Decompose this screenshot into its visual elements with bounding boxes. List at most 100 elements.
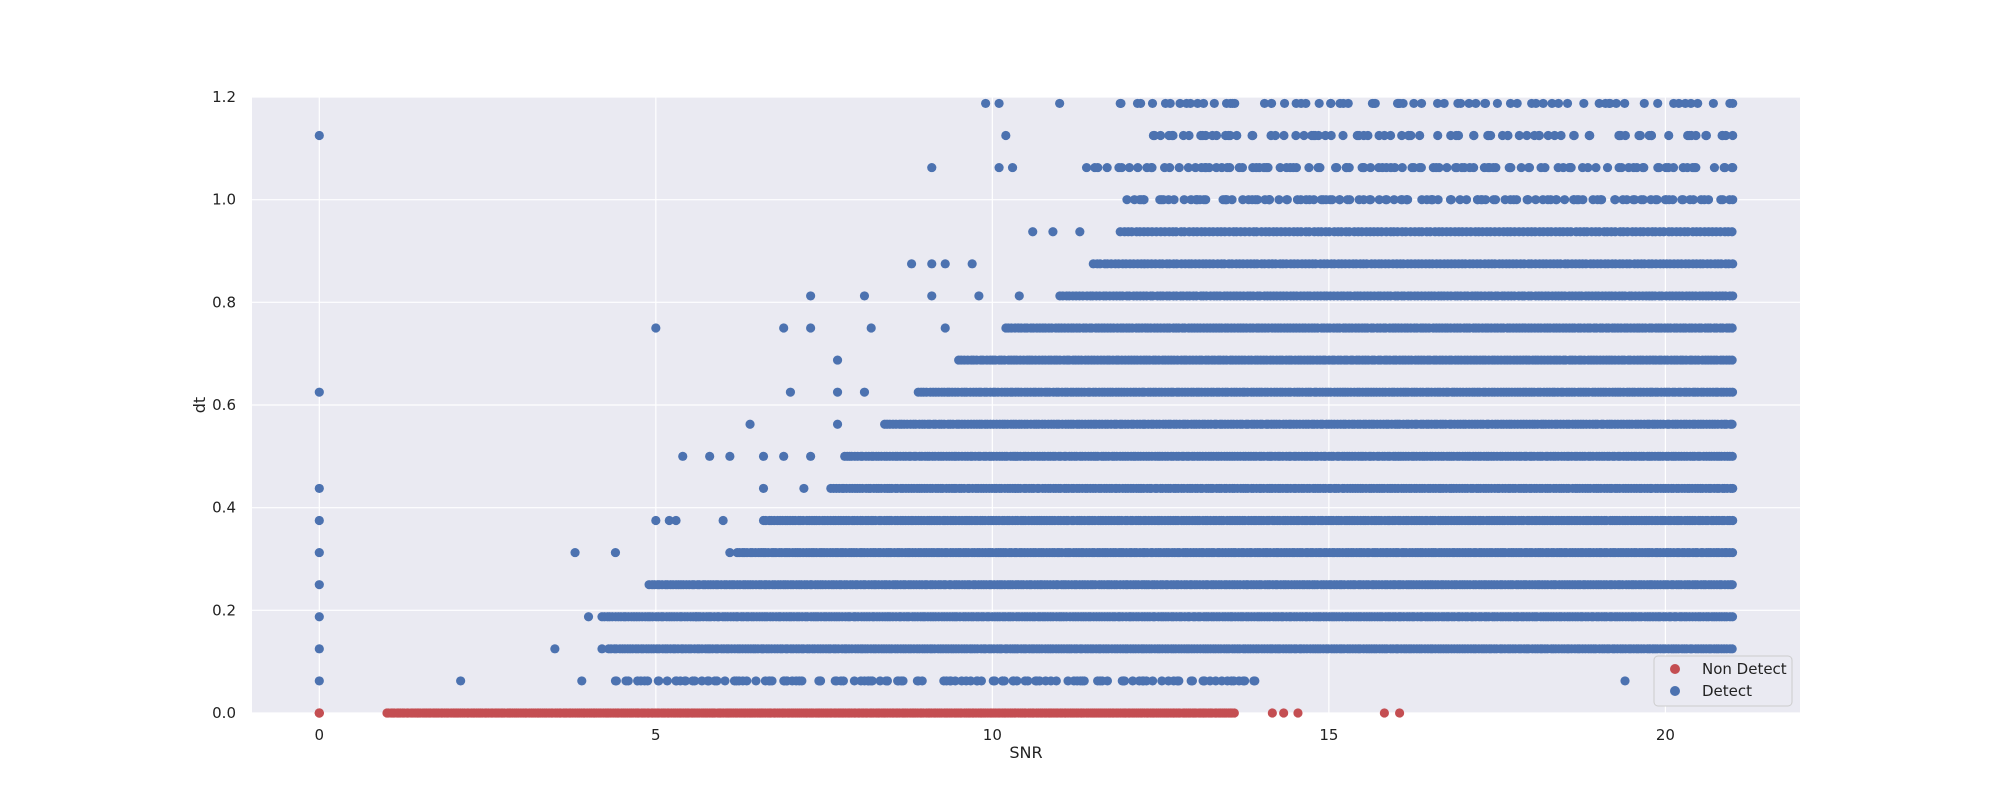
detect-point xyxy=(1116,99,1125,108)
detect-point xyxy=(1610,195,1619,204)
detect-point xyxy=(1230,99,1239,108)
detect-point xyxy=(1315,99,1324,108)
detect-point xyxy=(1728,291,1737,300)
detect-point xyxy=(1239,676,1248,685)
detect-point xyxy=(1440,99,1449,108)
detect-point xyxy=(797,676,806,685)
detect-point xyxy=(1433,195,1442,204)
detect-point xyxy=(779,323,788,332)
detect-point xyxy=(1653,163,1662,172)
detect-point xyxy=(1366,163,1375,172)
detect-point xyxy=(651,516,660,525)
detect-point xyxy=(315,131,324,140)
detect-point xyxy=(1653,195,1662,204)
detect-point xyxy=(1728,388,1737,397)
detect-point xyxy=(1267,99,1276,108)
detect-point xyxy=(1417,99,1426,108)
detect-point xyxy=(1579,99,1588,108)
detect-point xyxy=(1250,676,1259,685)
detect-point xyxy=(1082,163,1091,172)
detect-point xyxy=(831,676,840,685)
detect-point xyxy=(1208,131,1217,140)
detect-point xyxy=(833,420,842,429)
detect-point xyxy=(867,323,876,332)
detect-point xyxy=(1415,131,1424,140)
detect-point xyxy=(1556,131,1565,140)
detect-point xyxy=(1536,163,1545,172)
detect-point xyxy=(1603,163,1612,172)
detect-point xyxy=(1551,195,1560,204)
detect-point xyxy=(1344,99,1353,108)
detect-point xyxy=(1118,676,1127,685)
detect-point xyxy=(1560,195,1569,204)
detect-point xyxy=(1164,131,1173,140)
detect-point xyxy=(1727,227,1736,236)
detect-point xyxy=(1525,163,1534,172)
detect-point xyxy=(712,676,721,685)
detect-point xyxy=(833,388,842,397)
detect-point xyxy=(1133,163,1142,172)
detect-point xyxy=(1489,163,1498,172)
detect-point xyxy=(1728,163,1737,172)
detect-point xyxy=(1618,195,1627,204)
detect-point xyxy=(1570,131,1579,140)
detect-point xyxy=(1326,99,1335,108)
detect-point xyxy=(883,676,892,685)
detect-point xyxy=(725,548,734,557)
detect-point xyxy=(719,516,728,525)
detect-point xyxy=(315,612,324,621)
detect-point xyxy=(1620,99,1629,108)
detect-point xyxy=(927,163,936,172)
detect-point xyxy=(681,676,690,685)
detect-point xyxy=(1704,195,1713,204)
detect-point xyxy=(962,676,971,685)
detect-point xyxy=(1578,163,1587,172)
detect-point xyxy=(918,676,927,685)
detect-point xyxy=(456,676,465,685)
detect-point xyxy=(1596,195,1605,204)
detect-point xyxy=(1403,195,1412,204)
detect-point xyxy=(1716,195,1725,204)
detect-point xyxy=(1478,195,1487,204)
detect-point xyxy=(1365,195,1374,204)
detect-point xyxy=(1605,99,1614,108)
detect-point xyxy=(1222,195,1231,204)
detect-point xyxy=(806,452,815,461)
detect-point xyxy=(584,612,593,621)
detect-point xyxy=(577,676,586,685)
detect-point xyxy=(1701,131,1710,140)
detect-point xyxy=(1505,163,1514,172)
detect-point xyxy=(1728,484,1737,493)
detect-point xyxy=(898,676,907,685)
detect-point xyxy=(1407,163,1416,172)
detect-point xyxy=(972,676,981,685)
detect-point xyxy=(1315,163,1324,172)
detect-point xyxy=(1728,548,1737,557)
detect-point xyxy=(1078,676,1087,685)
detect-point xyxy=(1359,131,1368,140)
detect-point xyxy=(1165,163,1174,172)
detect-point xyxy=(1527,99,1536,108)
detect-point xyxy=(1342,163,1351,172)
detect-point xyxy=(1669,99,1678,108)
detect-point xyxy=(1175,163,1184,172)
detect-point xyxy=(678,452,687,461)
detect-point xyxy=(1048,227,1057,236)
detect-point xyxy=(806,323,815,332)
detect-point xyxy=(866,676,875,685)
detect-point xyxy=(1380,131,1389,140)
detect-point xyxy=(1481,99,1490,108)
detect-point xyxy=(1664,131,1673,140)
detect-point xyxy=(759,452,768,461)
detect-point xyxy=(1103,676,1112,685)
detect-point xyxy=(1210,99,1219,108)
detect-point xyxy=(1728,612,1737,621)
detect-point xyxy=(1093,163,1102,172)
detect-point xyxy=(1620,676,1629,685)
detect-point xyxy=(994,163,1003,172)
detect-point xyxy=(907,259,916,268)
detect-point xyxy=(1637,195,1646,204)
detect-point xyxy=(989,676,998,685)
detect-point xyxy=(315,580,324,589)
detect-point xyxy=(1728,131,1737,140)
